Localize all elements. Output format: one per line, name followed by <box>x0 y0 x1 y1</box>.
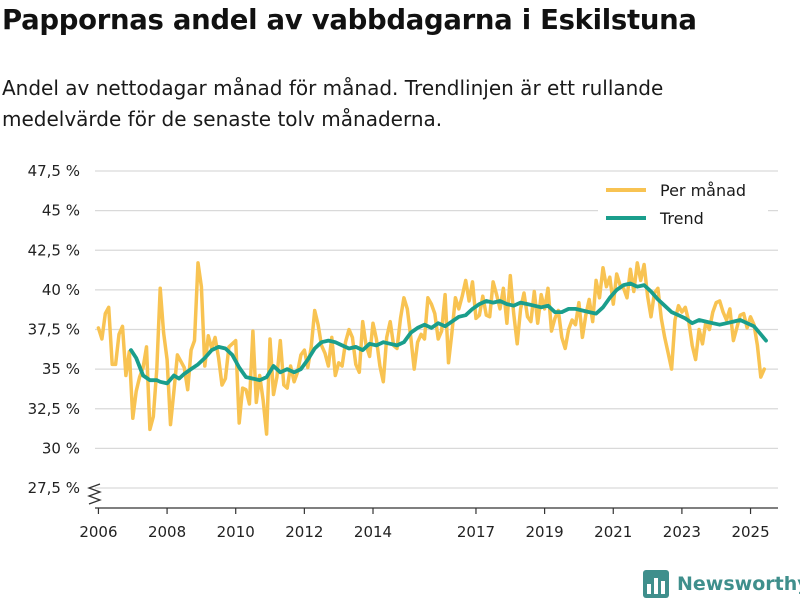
x-axis-tick-labels: 2006 2008 2010 2012 2014 2017 2019 2021 2023 2025 <box>79 508 770 541</box>
x-tick-label: 2023 <box>663 523 701 541</box>
y-tick-label: 32,5 % <box>28 400 80 418</box>
legend-label-per-manad: Per månad <box>660 181 746 200</box>
legend-label-trend: Trend <box>659 209 704 228</box>
bar-chart-logo-icon <box>643 570 669 598</box>
y-tick-label: 40 % <box>42 281 80 299</box>
x-tick-label: 2012 <box>285 523 323 541</box>
x-tick-label: 2008 <box>148 523 186 541</box>
series-line-per-manad <box>96 261 767 436</box>
x-tick-label: 2021 <box>594 523 632 541</box>
legend: Per månad Trend <box>598 176 768 236</box>
y-tick-label: 47,5 % <box>28 162 80 180</box>
x-tick-label: 2017 <box>457 523 495 541</box>
x-tick-label: 2010 <box>217 523 255 541</box>
x-tick-label: 2014 <box>354 523 392 541</box>
series-lines <box>96 261 768 436</box>
brand-name: Newsworthy <box>677 573 800 595</box>
chart-subtitle: Andel av nettodagar månad för månad. Tre… <box>2 76 664 131</box>
x-tick-label: 2025 <box>731 523 769 541</box>
y-tick-label: 45 % <box>42 202 80 220</box>
x-tick-label: 2019 <box>526 523 564 541</box>
legend-background <box>598 176 768 236</box>
series-line-trend <box>129 281 768 386</box>
x-axis <box>87 483 778 509</box>
y-tick-label: 35 % <box>42 360 80 378</box>
x-tick-label: 2006 <box>79 523 117 541</box>
y-tick-label: 42,5 % <box>28 241 80 259</box>
brand-logo: Newsworthy <box>643 568 800 600</box>
axis-break-icon <box>87 483 102 505</box>
chart-title: Pappornas andel av vabbdagarna i Eskilst… <box>2 4 697 36</box>
y-tick-label: 30 % <box>42 439 80 457</box>
y-tick-label: 27,5 % <box>28 479 80 497</box>
y-axis-tick-labels: 27,5 % 30 % 32,5 % 35 % 37,5 % 40 % 42,5 % 45 %… <box>28 162 80 497</box>
y-tick-label: 37,5 % <box>28 321 80 339</box>
